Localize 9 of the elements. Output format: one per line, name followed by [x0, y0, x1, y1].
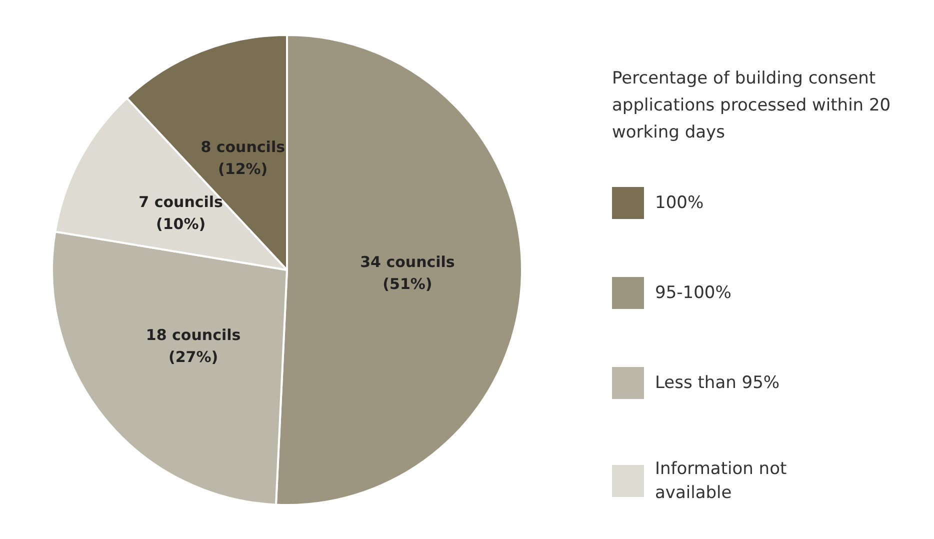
- data-label: 8 councils (12%): [200, 138, 286, 178]
- data-label: 34 councils (51%): [360, 252, 455, 293]
- legend-label: 95-100%: [655, 283, 732, 303]
- data-label: 18 councils (27%): [146, 326, 241, 366]
- data-label: 7 councils (10%): [138, 193, 224, 234]
- legend-title: Percentage of building consent applications processed within 20 working days: [612, 68, 896, 142]
- legend-label: Information not available: [655, 459, 792, 503]
- legend-label: 100%: [655, 193, 704, 213]
- legend-label: Less than 95%: [655, 373, 780, 393]
